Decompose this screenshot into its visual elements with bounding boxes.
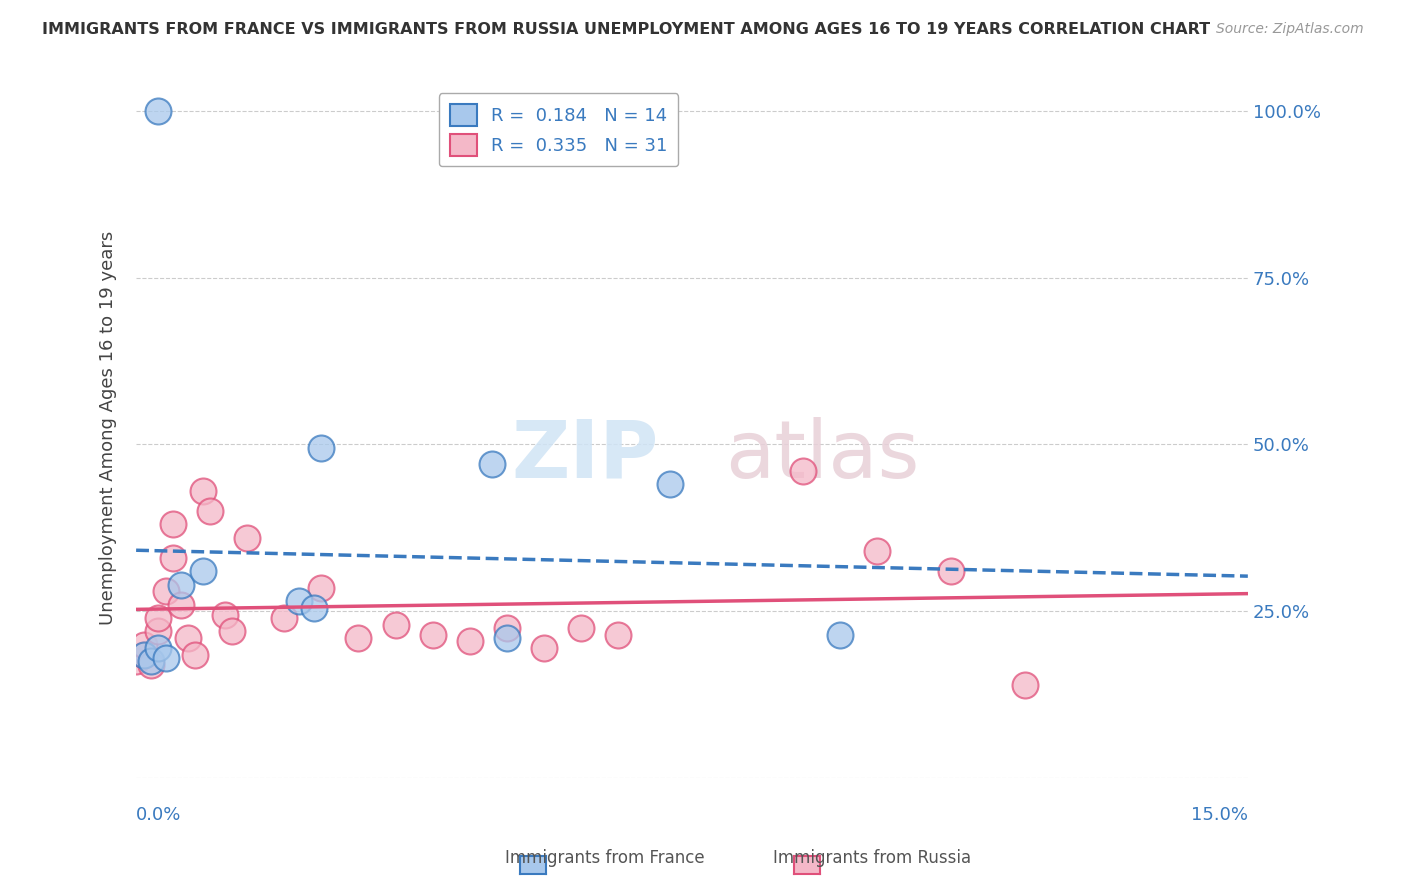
Text: 15.0%: 15.0% <box>1191 806 1249 824</box>
Point <box>236 531 259 545</box>
Point <box>384 617 406 632</box>
Point <box>606 627 628 641</box>
Point <box>533 640 555 655</box>
Point <box>866 544 889 558</box>
Text: Immigrants from France: Immigrants from France <box>505 849 704 867</box>
Point <box>658 477 681 491</box>
Point <box>169 598 191 612</box>
Point <box>830 627 852 641</box>
Point <box>132 648 155 662</box>
Legend: R =  0.184   N = 14, R =  0.335   N = 31: R = 0.184 N = 14, R = 0.335 N = 31 <box>439 94 678 167</box>
Text: atlas: atlas <box>725 417 920 495</box>
Text: ZIP: ZIP <box>512 417 658 495</box>
Y-axis label: Unemployment Among Ages 16 to 19 years: Unemployment Among Ages 16 to 19 years <box>100 231 117 625</box>
Point <box>148 103 170 118</box>
Point <box>184 648 207 662</box>
Point <box>1014 677 1036 691</box>
Point <box>221 624 243 639</box>
Point <box>941 564 963 578</box>
Point <box>422 627 444 641</box>
Point <box>132 638 155 652</box>
Point <box>191 484 214 499</box>
Point <box>139 657 162 672</box>
Text: 0.0%: 0.0% <box>136 806 181 824</box>
Point <box>148 640 170 655</box>
Point <box>273 611 295 625</box>
Point <box>148 624 170 639</box>
Point <box>495 631 517 645</box>
Point <box>125 654 148 668</box>
Point <box>288 594 311 608</box>
Point <box>792 464 814 478</box>
Point <box>162 517 184 532</box>
Point <box>495 621 517 635</box>
Point <box>311 441 333 455</box>
Point <box>311 581 333 595</box>
Point <box>132 648 155 662</box>
Point <box>200 504 222 518</box>
Point <box>139 654 162 668</box>
Point <box>302 600 325 615</box>
Point <box>214 607 236 622</box>
Point <box>569 621 592 635</box>
Point <box>458 634 481 648</box>
Point <box>155 584 177 599</box>
Point <box>191 564 214 578</box>
Point <box>162 550 184 565</box>
Point <box>347 631 370 645</box>
Point <box>155 651 177 665</box>
Text: Immigrants from Russia: Immigrants from Russia <box>773 849 970 867</box>
Point <box>169 577 191 591</box>
Point <box>177 631 200 645</box>
Text: IMMIGRANTS FROM FRANCE VS IMMIGRANTS FROM RUSSIA UNEMPLOYMENT AMONG AGES 16 TO 1: IMMIGRANTS FROM FRANCE VS IMMIGRANTS FRO… <box>42 22 1211 37</box>
Text: Source: ZipAtlas.com: Source: ZipAtlas.com <box>1216 22 1364 37</box>
Point <box>481 458 503 472</box>
Point <box>148 611 170 625</box>
